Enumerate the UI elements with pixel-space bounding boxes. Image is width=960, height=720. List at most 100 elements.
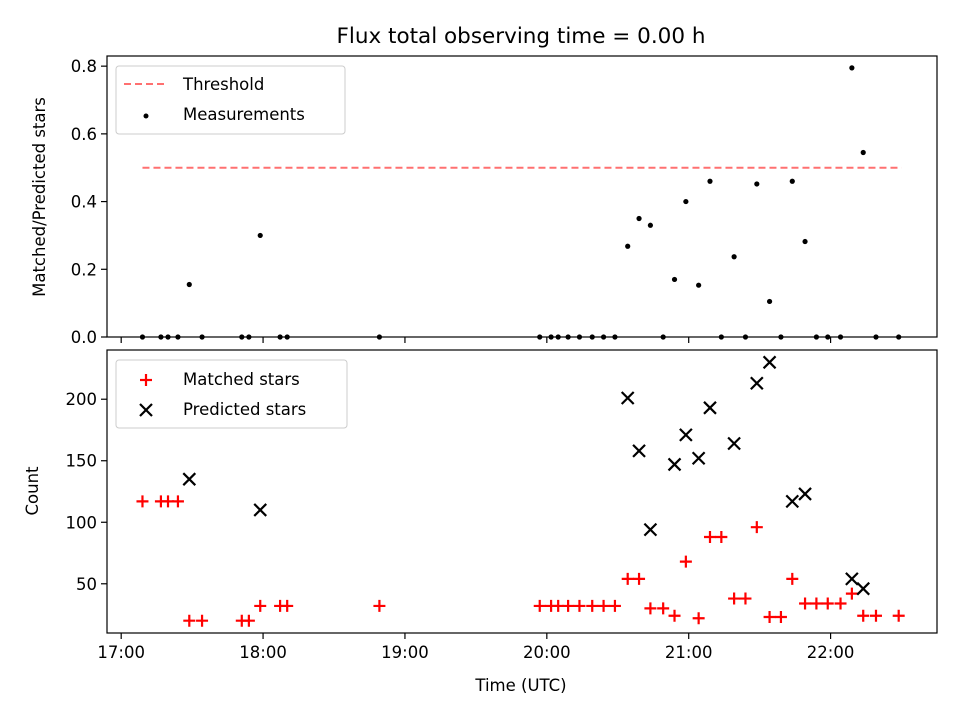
top-y-tick-label: 0.6 <box>71 125 97 144</box>
measurements-point <box>625 243 631 249</box>
matched-stars-point <box>621 572 634 585</box>
matched-stars-point <box>196 614 209 627</box>
top-chart-title: Flux total observing time = 0.00 h <box>337 24 706 49</box>
bottom-y-axis-label: Count <box>23 466 42 516</box>
matched-stars-point <box>533 599 546 612</box>
bottom-y-tick-label: 50 <box>76 575 97 594</box>
predicted-stars-point <box>845 572 859 586</box>
predicted-stars-point <box>632 444 646 458</box>
matched-stars-point <box>715 531 728 544</box>
measurements-point <box>707 178 713 184</box>
measurements-point <box>789 178 795 184</box>
measurements-point <box>754 181 760 187</box>
measurements-point <box>636 215 642 222</box>
matched-stars-point <box>810 597 823 610</box>
matched-stars-point <box>799 597 812 610</box>
top-y-axis-label: Matched/Predicted stars <box>30 97 49 297</box>
measurements-point <box>257 232 263 239</box>
bottom-legend-box <box>115 359 348 429</box>
matched-stars-point <box>821 597 834 610</box>
matched-stars-point <box>183 614 196 627</box>
matched-stars-point <box>834 597 847 610</box>
predicted-stars-point <box>620 391 635 405</box>
matched-stars-point <box>242 614 255 627</box>
predicted-stars-point <box>667 457 682 472</box>
top-legend: Threshold Measurements <box>115 65 346 135</box>
threshold-legend-label: Threshold <box>182 75 264 94</box>
predicted-stars-point <box>785 494 800 509</box>
bottom-plot-marks <box>136 355 905 627</box>
matched-stars-point <box>573 599 586 612</box>
predicted-stars-point <box>679 428 693 442</box>
bottom-axis-ticks: 17:00 18:00 19:00 20:00 21:00 22:00 50 100 150 20… <box>66 390 855 662</box>
measurements-point <box>671 276 678 283</box>
matched-stars-point <box>608 599 621 612</box>
predicted-stars-point <box>182 472 197 486</box>
matched-stars-point <box>254 599 267 612</box>
matched-stars-point <box>562 599 575 612</box>
measurements-point <box>186 281 192 288</box>
top-legend-box <box>115 65 346 135</box>
matched-stars-point <box>692 612 705 625</box>
bottom-panel: Count Time (UTC) 17:00 18:00 19:00 20:00 21:… <box>23 349 938 695</box>
bottom-x-tick-label: 22:00 <box>807 643 855 662</box>
matched-stars-point <box>786 572 799 585</box>
bottom-y-tick-label: 200 <box>66 390 98 409</box>
top-y-tick-label: 0.4 <box>71 193 97 212</box>
predicted-stars-point <box>643 522 658 537</box>
top-y-tick-label: 0.2 <box>71 260 97 279</box>
matched-stars-point <box>171 495 184 508</box>
matched-stars-point <box>869 609 882 622</box>
predicted-stars-point <box>750 376 764 390</box>
predicted-stars-point <box>798 487 812 501</box>
measurements-point <box>766 298 773 305</box>
predicted-stars-point <box>253 503 268 517</box>
bottom-x-tick-label: 20:00 <box>523 643 571 662</box>
measurements-point <box>860 149 866 156</box>
measurements-point <box>683 198 689 205</box>
matched-stars-point <box>739 592 752 605</box>
measurements-legend-label: Measurements <box>183 105 305 124</box>
matched-stars-point <box>136 495 149 508</box>
measurements-point <box>802 238 808 245</box>
bottom-x-tick-label: 21:00 <box>665 643 713 662</box>
predicted-stars-point <box>703 401 717 415</box>
predicted-stars-legend-swatch <box>139 403 153 417</box>
matched-stars-point <box>657 602 670 615</box>
matched-stars-point <box>644 602 657 615</box>
predicted-stars-point <box>762 355 777 370</box>
top-axis-ticks: 0.0 0.2 0.4 0.6 0.8 <box>71 57 832 347</box>
top-y-tick-label: 0.0 <box>71 328 97 347</box>
predicted-stars-point <box>856 581 870 596</box>
predicted-stars-point <box>727 436 741 451</box>
matched-stars-point <box>703 531 716 544</box>
bottom-y-tick-label: 150 <box>66 452 98 471</box>
matched-stars-point <box>633 572 646 585</box>
bottom-legend: Matched stars Predicted stars <box>115 359 348 429</box>
top-plot-frame <box>106 55 938 338</box>
matched-stars-point <box>373 599 386 612</box>
matched-stars-point <box>679 555 692 568</box>
top-y-tick-label: 0.8 <box>71 57 97 76</box>
measurements-point <box>731 254 737 260</box>
matched-stars-legend-swatch <box>140 374 152 386</box>
measurements-legend-swatch <box>143 113 149 119</box>
matched-stars-point <box>845 587 858 600</box>
bottom-y-tick-label: 100 <box>66 513 98 532</box>
matched-stars-point <box>892 609 905 622</box>
predicted-stars-legend-label: Predicted stars <box>183 400 306 419</box>
bottom-x-tick-label: 19:00 <box>381 643 429 662</box>
bottom-x-axis-label: Time (UTC) <box>474 676 566 695</box>
measurements-point <box>696 282 702 288</box>
matched-stars-point <box>668 609 681 622</box>
matched-stars-point <box>728 592 741 605</box>
predicted-stars-point <box>691 451 706 466</box>
matched-stars-point <box>597 599 610 612</box>
bottom-x-tick-label: 17:00 <box>97 643 145 662</box>
matched-stars-legend-label: Matched stars <box>183 370 300 389</box>
measurements-point <box>647 222 654 228</box>
matched-stars-point <box>774 611 787 624</box>
bottom-x-tick-label: 18:00 <box>239 643 287 662</box>
bottom-plot-frame <box>106 349 938 634</box>
